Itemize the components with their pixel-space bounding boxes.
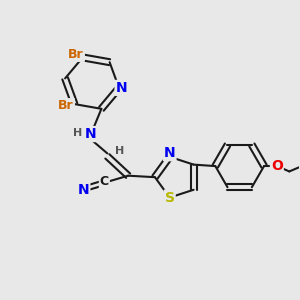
Text: C: C bbox=[100, 175, 109, 188]
Text: S: S bbox=[165, 190, 175, 205]
Text: Br: Br bbox=[68, 48, 84, 61]
Text: N: N bbox=[164, 146, 176, 160]
Text: N: N bbox=[85, 127, 97, 141]
Text: N: N bbox=[78, 183, 89, 197]
Text: H: H bbox=[73, 128, 82, 138]
Text: O: O bbox=[271, 159, 283, 173]
Text: N: N bbox=[116, 81, 127, 95]
Text: H: H bbox=[115, 146, 124, 156]
Text: Br: Br bbox=[58, 99, 74, 112]
